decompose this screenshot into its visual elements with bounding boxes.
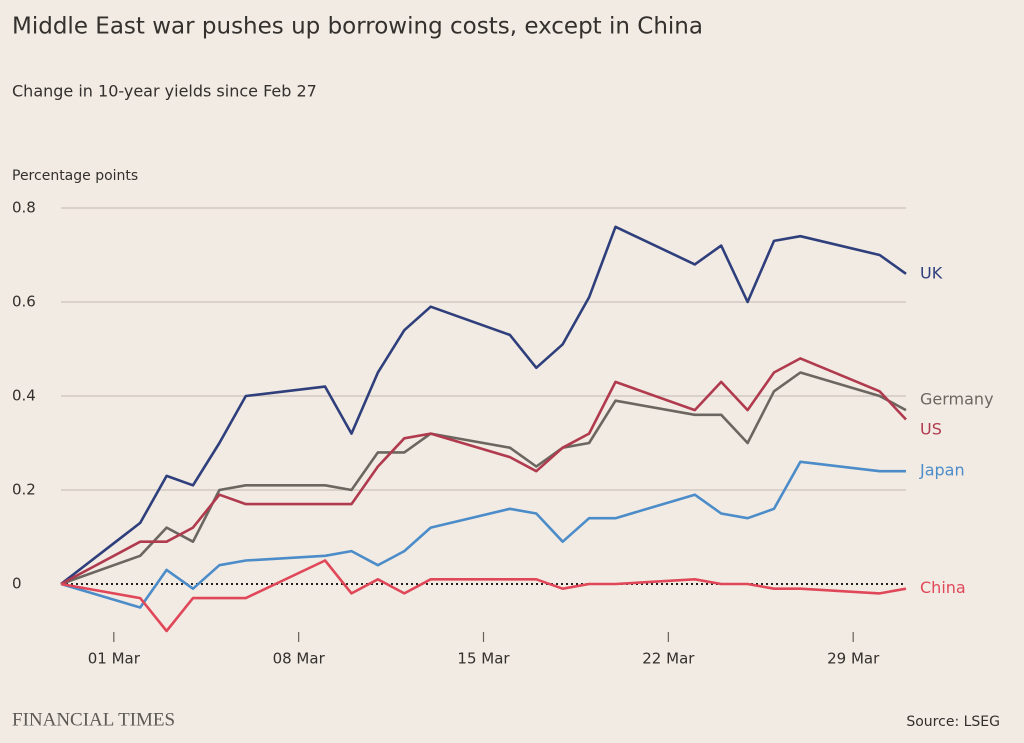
line xyxy=(60,559,907,633)
x-tick-label: 01 Mar xyxy=(88,650,141,668)
y-tick-label: 0.2 xyxy=(12,481,36,499)
series-label: US xyxy=(920,419,942,438)
x-tick-label: 29 Mar xyxy=(827,650,880,668)
series-label: China xyxy=(920,578,966,597)
line xyxy=(60,460,906,609)
x-tick-label: 08 Mar xyxy=(273,650,326,668)
brand: FINANCIAL TIMES xyxy=(12,709,175,730)
series-label: UK xyxy=(920,263,943,282)
chart-title: Middle East war pushes up borrowing cost… xyxy=(12,14,703,40)
y-tick-label: 0.4 xyxy=(12,387,36,405)
x-tick-label: 15 Mar xyxy=(457,650,510,668)
chart-subtitle: Change in 10-year yields since Feb 27 xyxy=(12,82,317,101)
y-tick-label: 0.8 xyxy=(12,199,36,217)
y-tick-label: 0.6 xyxy=(12,293,36,311)
line xyxy=(60,371,907,586)
line xyxy=(60,225,907,586)
series-label: Japan xyxy=(919,461,965,480)
source: Source: LSEG xyxy=(906,714,1000,730)
y-axis-label: Percentage points xyxy=(12,168,138,184)
series-label: Germany xyxy=(920,389,994,408)
y-tick-label: 0 xyxy=(12,575,22,593)
line xyxy=(60,357,907,586)
x-tick-label: 22 Mar xyxy=(642,650,695,668)
